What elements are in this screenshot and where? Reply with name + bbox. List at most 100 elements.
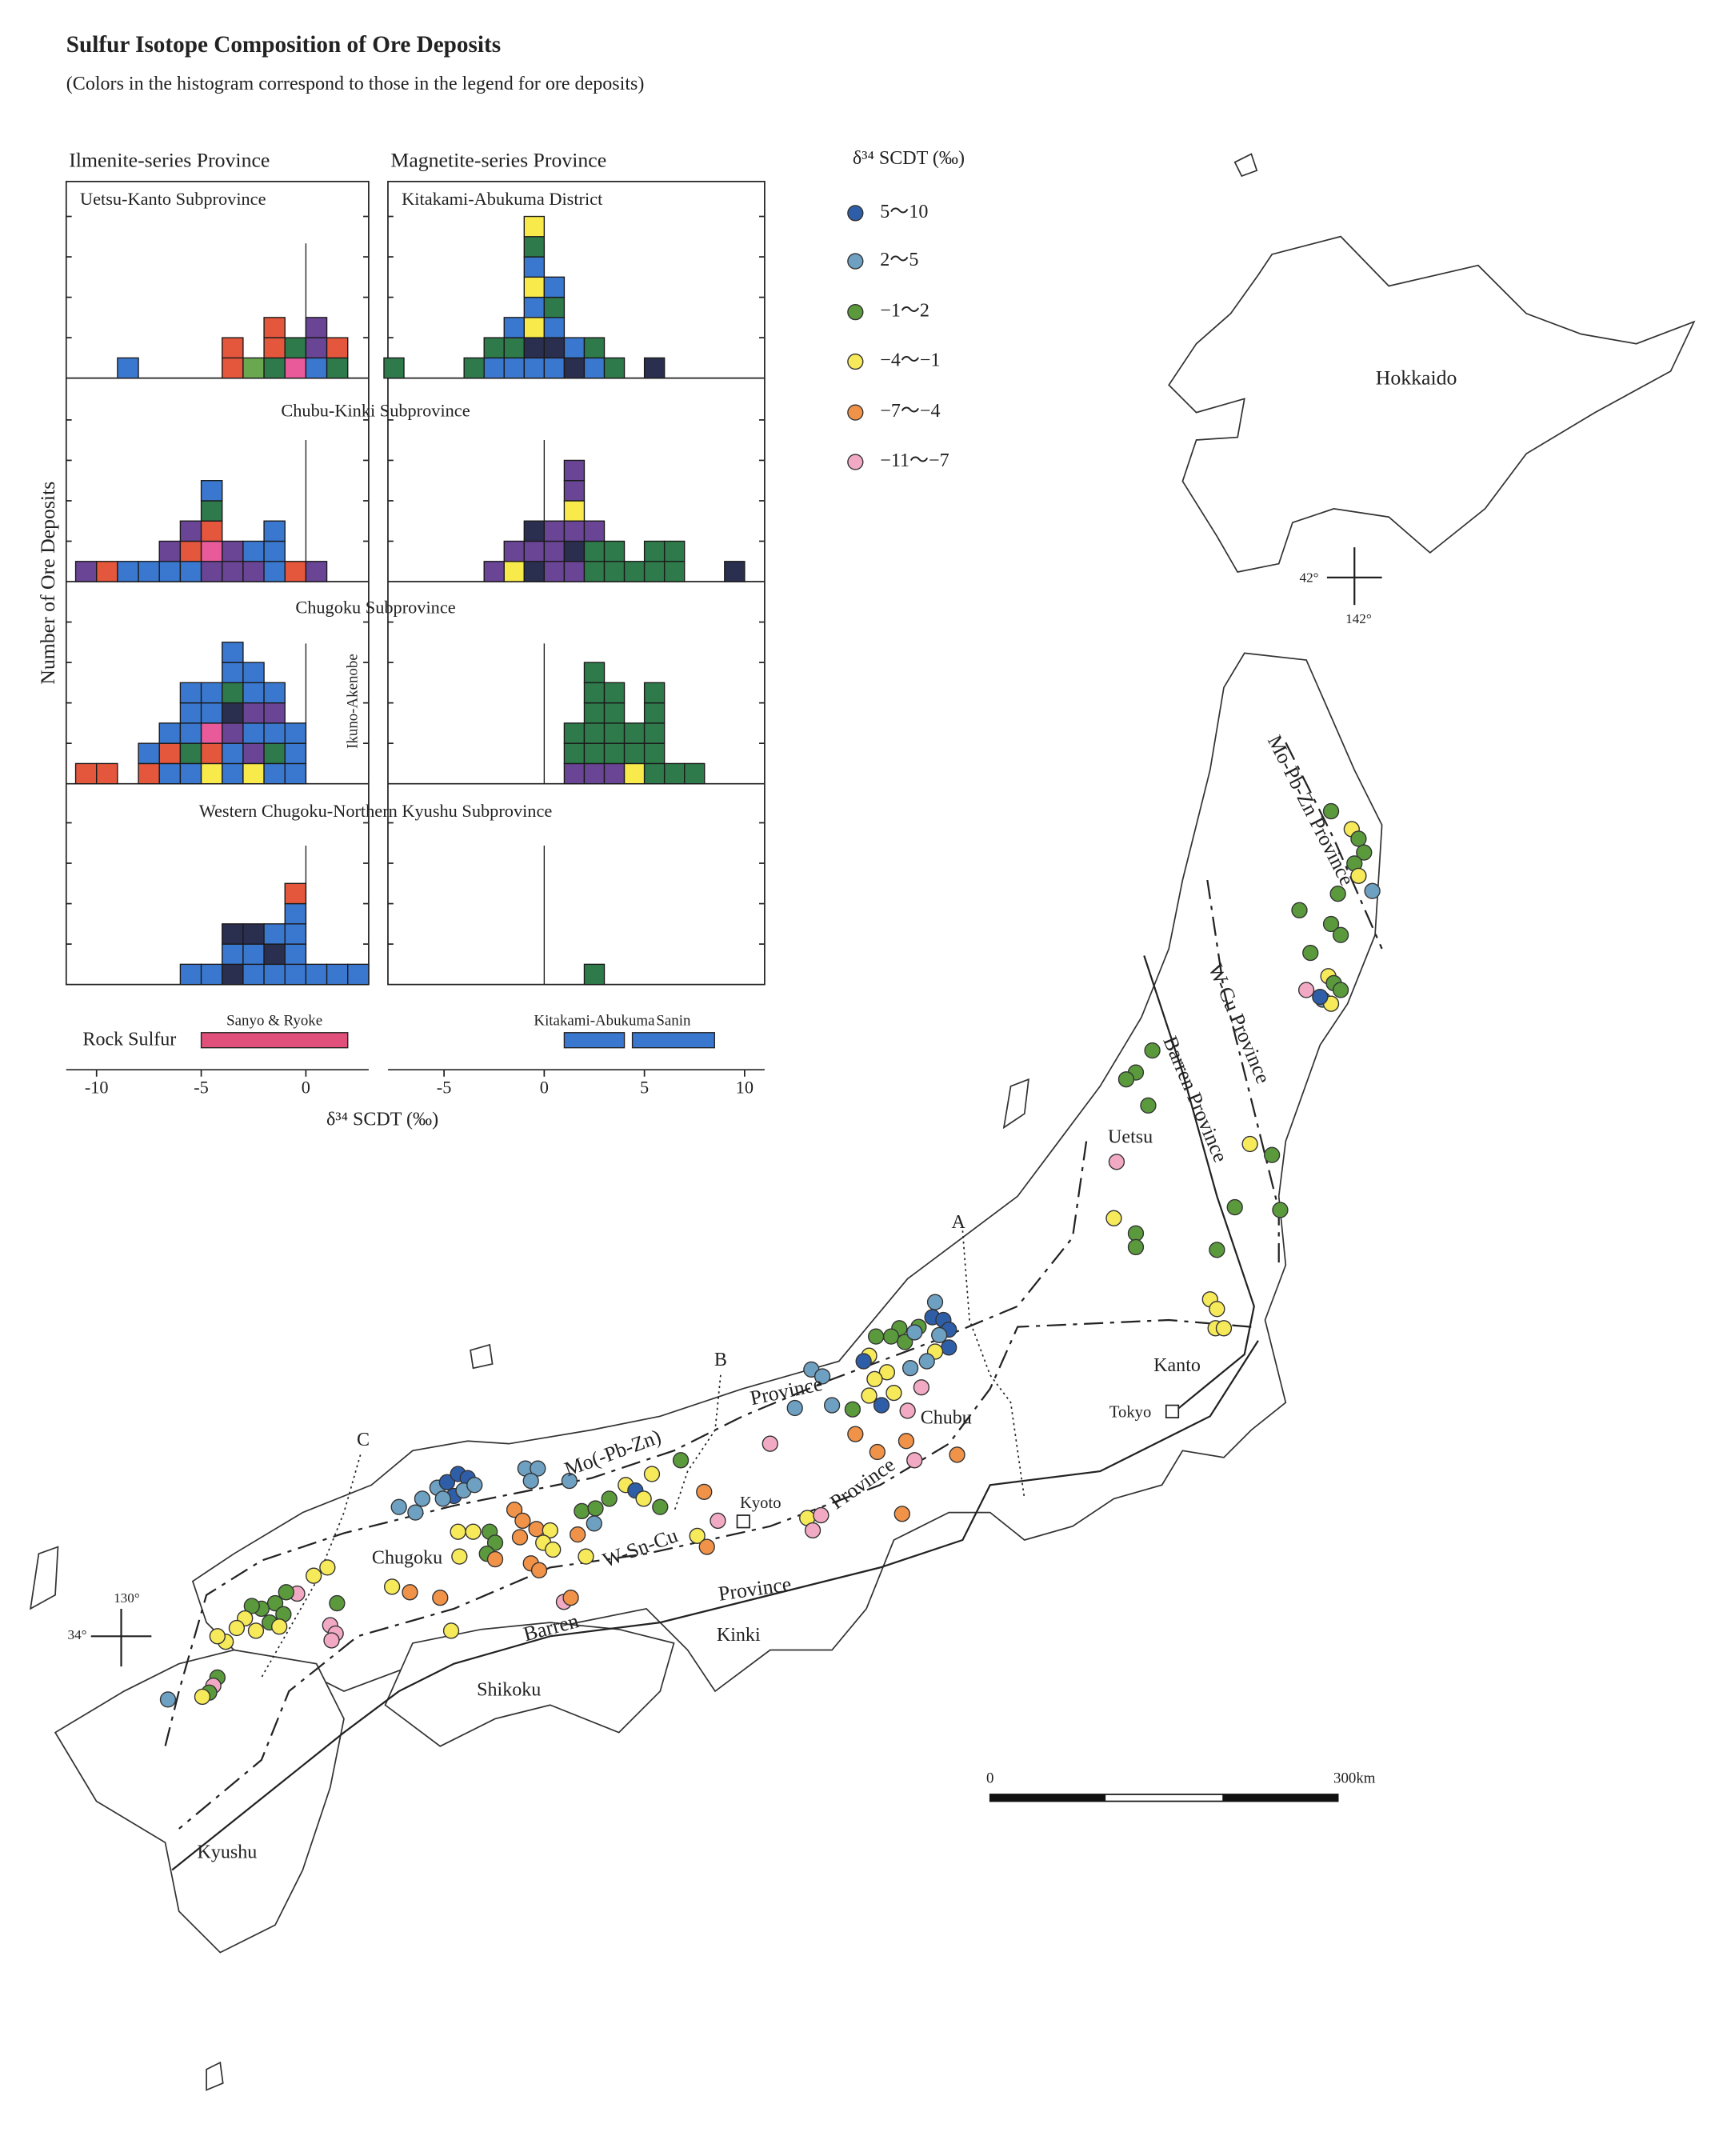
- deposit: [698, 1538, 715, 1555]
- histogram-square: [263, 943, 286, 966]
- histogram-square: [263, 682, 286, 704]
- histogram-square: [523, 317, 546, 338]
- deposit: [847, 1426, 864, 1442]
- histogram-square: [158, 762, 182, 785]
- histogram-square: [523, 357, 546, 379]
- deposit: [643, 1466, 661, 1482]
- histogram-square: [563, 540, 586, 562]
- histogram-square: [242, 662, 265, 684]
- map-label: Chugoku: [372, 1548, 442, 1569]
- map-label: C: [357, 1430, 370, 1450]
- deposit: [278, 1584, 294, 1601]
- deposit: [652, 1498, 669, 1515]
- histogram-square: [583, 561, 606, 582]
- histogram-square: [583, 520, 606, 542]
- histogram-square: [242, 682, 265, 704]
- deposit: [1144, 1042, 1161, 1059]
- deposit: [1226, 1198, 1243, 1216]
- map-label: Shikoku: [477, 1680, 541, 1701]
- graticule: [90, 547, 1382, 1667]
- histogram-square: [623, 742, 646, 765]
- histogram-square: [583, 357, 606, 379]
- deposit: [710, 1512, 726, 1530]
- histogram-square: [523, 337, 546, 359]
- histogram-square: [179, 702, 202, 724]
- histogram-square: [543, 561, 566, 582]
- rock-sulfur-label: Rock Sulfur: [82, 1030, 176, 1050]
- deposit: [522, 1472, 539, 1490]
- histogram-square: [179, 520, 202, 542]
- province-title: Magnetite-series Province: [390, 149, 606, 172]
- histogram-square: [623, 722, 646, 744]
- tokyo-marker: [1165, 1404, 1180, 1418]
- histogram-square: [603, 682, 626, 704]
- deposit: [696, 1483, 713, 1500]
- deposit: [1322, 915, 1340, 933]
- histogram-square: [74, 762, 98, 785]
- histogram-square: [242, 561, 265, 582]
- deposit: [931, 1326, 948, 1344]
- histogram-square: [326, 337, 349, 359]
- deposit: [209, 1628, 226, 1645]
- histogram-square: [117, 357, 139, 379]
- histogram-square: [179, 722, 202, 744]
- histogram-square: [347, 963, 370, 986]
- deposit: [306, 1567, 322, 1584]
- boundary: [164, 1141, 1088, 1747]
- deposit: [823, 1397, 841, 1414]
- deposit: [514, 1512, 531, 1530]
- rock-sulfur-bar: [563, 1032, 626, 1049]
- rishiri: [1233, 153, 1258, 178]
- yakushima: [206, 2061, 224, 2091]
- histogram-square: [263, 963, 286, 986]
- deposit: [1291, 902, 1308, 918]
- legend-swatch: [847, 205, 864, 222]
- histogram-square: [200, 480, 223, 502]
- histogram-square: [263, 722, 286, 744]
- histogram-square: [284, 963, 307, 986]
- map-label: 130°: [114, 1590, 140, 1606]
- histogram-square: [263, 561, 286, 582]
- deposit: [867, 1328, 885, 1345]
- deposit: [323, 1632, 340, 1649]
- histogram-square: [263, 742, 286, 765]
- deposit: [1127, 1238, 1145, 1256]
- boundary: [1285, 742, 1383, 950]
- deposit: [530, 1562, 548, 1578]
- histogram-square: [222, 561, 244, 582]
- deposit: [1332, 982, 1349, 998]
- histogram-square: [583, 963, 606, 986]
- deposit: [689, 1527, 706, 1544]
- map-label: Kyoto: [740, 1494, 782, 1512]
- map-label: 0: [986, 1770, 993, 1786]
- histogram-square: [263, 337, 286, 359]
- deposit: [913, 1379, 929, 1396]
- deposit: [432, 1590, 449, 1606]
- deposit: [266, 1594, 284, 1612]
- histogram-square: [643, 702, 666, 724]
- histogram-square: [643, 682, 666, 704]
- histogram-square: [563, 742, 586, 765]
- kyushu: [54, 1649, 345, 1954]
- deposit: [1302, 944, 1319, 962]
- histogram-square: [284, 722, 307, 744]
- deposit: [450, 1523, 466, 1540]
- histogram-square: [603, 540, 626, 562]
- legend-swatch: [847, 404, 864, 421]
- histogram-square: [543, 520, 566, 542]
- map-label: 142°: [1345, 611, 1372, 626]
- histogram-square: [543, 296, 566, 318]
- histogram-square: [200, 561, 223, 582]
- histogram-square: [179, 742, 202, 765]
- rock-sulfur-bar: [631, 1032, 715, 1049]
- deposit: [1241, 1135, 1258, 1153]
- histogram-square: [643, 540, 666, 562]
- histogram-square: [138, 762, 160, 785]
- histogram-square: [523, 540, 546, 562]
- deposit: [1215, 1320, 1233, 1337]
- histogram-square: [583, 682, 606, 704]
- deposit: [813, 1506, 830, 1524]
- histogram-square: [583, 662, 606, 684]
- x-tick-label: 10: [736, 1077, 754, 1097]
- histogram-square: [663, 540, 686, 562]
